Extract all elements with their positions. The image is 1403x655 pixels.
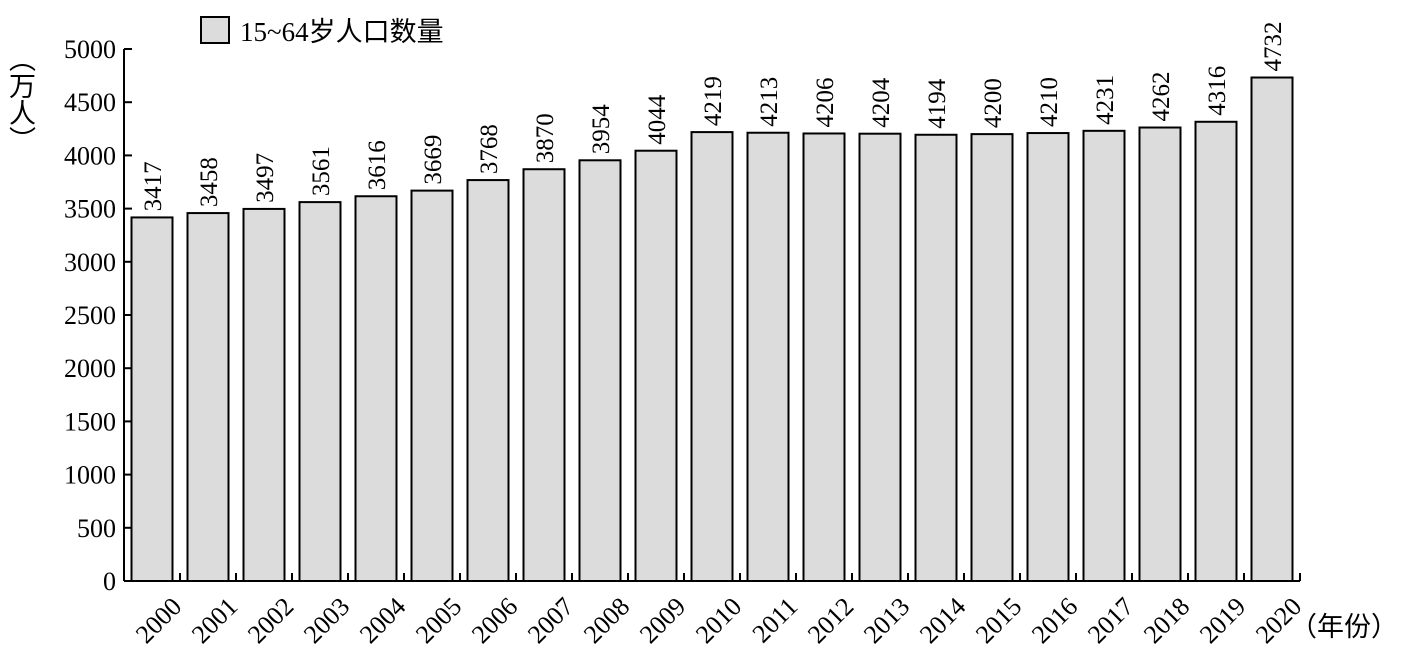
data-label-2011: 4213	[756, 77, 783, 127]
x-axis-label: （年份）	[1290, 612, 1398, 642]
data-label-2018: 4262	[1148, 72, 1175, 122]
x-tick-label-2018: 2018	[1138, 592, 1195, 649]
bar-2006	[466, 179, 510, 582]
data-label-2013: 4204	[868, 77, 895, 128]
x-tick-label-2011: 2011	[747, 592, 804, 649]
bar-2004	[354, 195, 398, 582]
bar-2007	[522, 168, 566, 582]
data-label-2009: 4044	[644, 94, 671, 145]
bar-2014	[914, 133, 958, 583]
data-label-2017: 4231	[1092, 75, 1119, 125]
bar-2005	[410, 189, 454, 582]
bar-2017	[1082, 129, 1126, 582]
data-label-2015: 4200	[980, 78, 1007, 128]
bar-2012	[802, 132, 846, 582]
legend-entry: 15~64岁人口数量	[240, 17, 444, 47]
y-tick-label: 1500	[64, 407, 116, 436]
data-labels: 3417 3458 3497 3561 3616 3669 3768 3870 3954 4044…	[140, 22, 1287, 212]
data-label-2006: 3768	[476, 124, 503, 174]
bar-2020	[1250, 76, 1294, 582]
data-label-2004: 3616	[364, 140, 391, 190]
x-tick-label-2012: 2012	[802, 592, 859, 649]
data-label-2019: 4316	[1204, 66, 1231, 116]
bar-2010	[690, 131, 734, 583]
x-tick-label-2017: 2017	[1082, 592, 1139, 649]
y-tick-label: 2500	[64, 301, 116, 330]
bar-2000	[130, 216, 174, 582]
data-label-2014: 4194	[924, 78, 951, 129]
y-tick-label: 3000	[64, 248, 116, 277]
x-tick-label-2005: 2005	[410, 592, 467, 649]
bar-2018	[1138, 126, 1182, 583]
y-tick-label: 0	[103, 567, 116, 596]
data-label-2003: 3561	[308, 146, 335, 196]
x-tick-label-2007: 2007	[522, 592, 579, 649]
data-label-2012: 4206	[812, 77, 839, 127]
bar-2001	[186, 212, 230, 583]
y-axis-label: （万人）	[5, 45, 36, 153]
y-tick-label: 4000	[64, 141, 116, 170]
bar-2002	[242, 207, 286, 583]
x-tick-label-2003: 2003	[298, 592, 355, 649]
y-tick-label: 500	[77, 514, 116, 543]
data-label-2007: 3870	[532, 113, 559, 163]
x-tick-label-2000: 2000	[130, 592, 187, 649]
legend-swatch	[200, 16, 230, 44]
data-label-2016: 4210	[1036, 77, 1063, 127]
bar-2019	[1194, 120, 1238, 583]
y-tick-label: 5000	[64, 35, 116, 64]
x-tick-label-2004: 2004	[354, 592, 411, 649]
bar-2008	[578, 159, 622, 582]
bar-2011	[746, 131, 790, 583]
data-label-2010: 4219	[700, 76, 727, 126]
legend: 15~64岁人口数量	[200, 16, 444, 47]
bar-2009	[634, 149, 678, 582]
data-label-2008: 3954	[588, 104, 615, 155]
y-tick-label: 1000	[64, 461, 116, 490]
x-tick-label-2019: 2019	[1194, 592, 1251, 649]
y-tick-label: 2000	[64, 354, 116, 383]
bars	[130, 76, 1294, 583]
bar-2003	[298, 201, 342, 583]
data-label-2001: 3458	[196, 157, 223, 207]
x-tick-label-2016: 2016	[1026, 592, 1083, 649]
bar-2013	[858, 132, 902, 582]
x-tick-label-2001: 2001	[186, 592, 243, 649]
data-label-2000: 3417	[140, 161, 167, 211]
y-ticks: 0 500 1000 1500 2000 2500 3000 3500 4000 4500 5000	[64, 35, 132, 596]
x-tick-label-2006: 2006	[466, 592, 523, 649]
x-tick-label-2008: 2008	[578, 592, 635, 649]
y-tick-label: 4500	[64, 88, 116, 117]
data-label-2020: 4732	[1260, 22, 1287, 72]
bar-2016	[1026, 132, 1070, 582]
x-tick-label-2010: 2010	[690, 592, 747, 649]
bar-2015	[970, 133, 1014, 582]
x-tick-label-2002: 2002	[242, 592, 299, 649]
x-tick-label-2015: 2015	[970, 592, 1027, 649]
y-tick-label: 3500	[64, 195, 116, 224]
x-ticks: 2000200120022003200420052006200720082009…	[123, 573, 1307, 649]
x-tick-label-2013: 2013	[858, 592, 915, 649]
data-label-2005: 3669	[420, 135, 447, 185]
data-label-2002: 3497	[252, 153, 279, 203]
x-tick-label-2009: 2009	[634, 592, 691, 649]
x-tick-label-2014: 2014	[914, 592, 971, 649]
